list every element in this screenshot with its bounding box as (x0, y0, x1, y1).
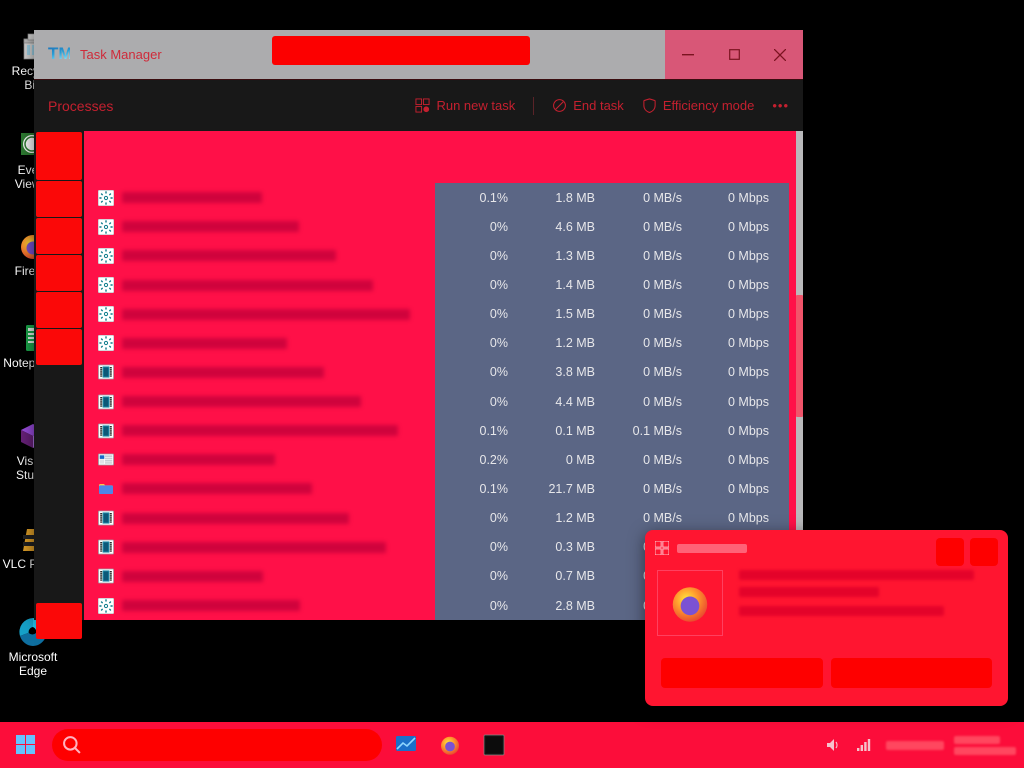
svg-text:TM: TM (48, 44, 70, 63)
